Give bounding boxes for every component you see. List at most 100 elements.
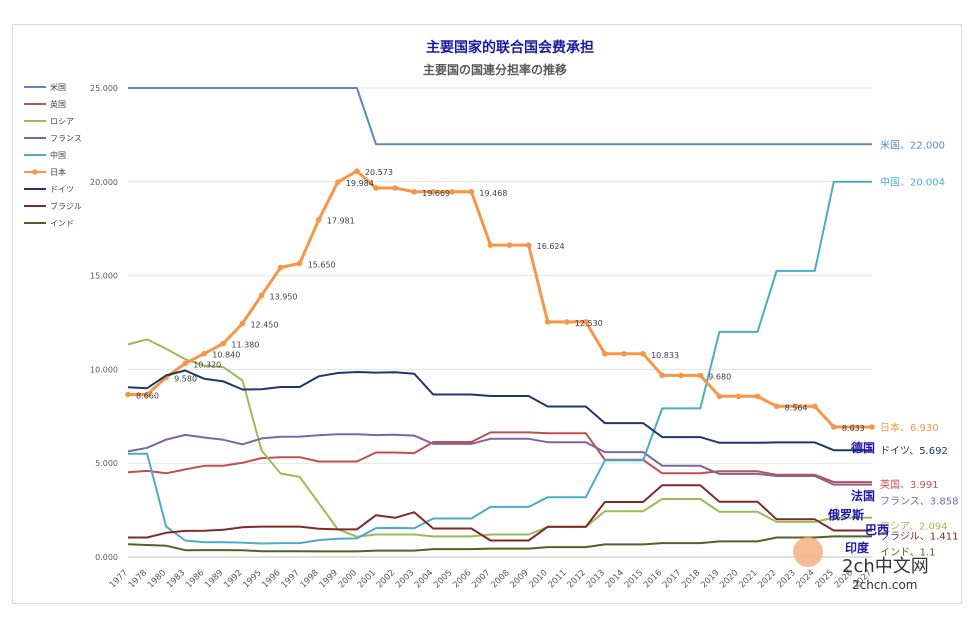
data-point bbox=[373, 185, 379, 191]
data-label: 10.840 bbox=[212, 351, 240, 360]
data-point bbox=[239, 320, 246, 327]
data-label: 12.450 bbox=[250, 320, 278, 329]
chart-subtitle: 主要国の国連分担率の推移 bbox=[423, 62, 567, 77]
end-label: 英国、3.991 bbox=[880, 478, 939, 491]
y-tick-label: 25.000 bbox=[90, 84, 118, 93]
x-tick-label: 2015 bbox=[623, 568, 645, 590]
x-tick-label: 2024 bbox=[795, 568, 817, 590]
end-labels: 米国、22.000 中国、20.004 日本、6.930 ドイツ、5.692 英国、3.… bbox=[880, 138, 958, 558]
data-point bbox=[125, 391, 131, 398]
legend-label: 日本 bbox=[50, 167, 66, 177]
y-tick-label: 5.000 bbox=[95, 459, 118, 468]
x-tick-label: 2001 bbox=[356, 568, 378, 590]
x-tick-label: 1998 bbox=[299, 568, 321, 590]
data-point bbox=[602, 350, 608, 357]
data-label: 12.530 bbox=[575, 319, 603, 328]
data-point bbox=[678, 372, 685, 379]
watermark-text: 2ch中文网 bbox=[842, 556, 929, 577]
data-point bbox=[869, 424, 875, 430]
x-tick-label: 2006 bbox=[451, 568, 473, 590]
data-label: 8.660 bbox=[136, 392, 159, 401]
legend-label: ロシア bbox=[50, 117, 74, 126]
end-label: 米国、22.000 bbox=[880, 138, 945, 151]
x-tick-label: 2005 bbox=[432, 568, 454, 590]
x-tick-label: 2009 bbox=[508, 568, 530, 590]
x-tick-label: 2012 bbox=[566, 568, 588, 590]
end-label: ブラジル、1.411 bbox=[880, 530, 958, 543]
x-tick-label: 2010 bbox=[527, 568, 549, 590]
data-point bbox=[640, 350, 646, 357]
x-tick-label: 1980 bbox=[146, 568, 168, 590]
data-point bbox=[335, 179, 341, 185]
series-line bbox=[128, 169, 872, 429]
data-point bbox=[354, 168, 360, 174]
x-tick-label: 2014 bbox=[604, 568, 626, 590]
watermark-logo-icon bbox=[793, 537, 823, 567]
series-line bbox=[128, 87, 872, 146]
data-label: 16.624 bbox=[537, 242, 565, 251]
y-tick-label: 15.000 bbox=[90, 272, 118, 281]
data-point bbox=[850, 424, 856, 430]
data-point bbox=[144, 391, 150, 398]
data-point bbox=[182, 360, 189, 367]
end-label: ロシア、2.094 bbox=[880, 522, 948, 533]
series-line bbox=[127, 433, 872, 486]
data-point bbox=[621, 350, 627, 357]
x-tick-label: 2013 bbox=[585, 568, 607, 590]
y-axis: 0.000 5.000 10.000 15.000 20.000 25.000 bbox=[90, 84, 118, 562]
series-line bbox=[127, 369, 872, 452]
series-line bbox=[127, 338, 872, 538]
y-tick-label: 0.000 bbox=[95, 553, 118, 562]
data-label: 11.380 bbox=[231, 341, 259, 350]
x-tick-label: 1989 bbox=[203, 568, 225, 590]
data-label: 19.984 bbox=[346, 179, 374, 188]
data-point bbox=[563, 319, 570, 325]
data-point bbox=[220, 340, 227, 347]
data-point bbox=[659, 372, 665, 379]
data-point bbox=[773, 403, 780, 410]
data-label: 10.833 bbox=[651, 351, 679, 360]
data-label: 13.950 bbox=[270, 292, 298, 301]
data-point bbox=[754, 393, 761, 400]
data-label: 9.680 bbox=[708, 372, 731, 381]
data-label: 10.320 bbox=[193, 360, 221, 369]
x-tick-label: 2007 bbox=[470, 568, 492, 590]
annotation-label: 德国 bbox=[851, 440, 875, 455]
data-point bbox=[716, 393, 723, 400]
x-tick-label: 2021 bbox=[737, 568, 759, 590]
data-point bbox=[201, 350, 208, 357]
data-point bbox=[449, 188, 456, 195]
annotation-label: 印度 bbox=[845, 540, 870, 555]
data-point bbox=[792, 403, 799, 410]
x-tick-label: 2020 bbox=[718, 568, 740, 590]
watermark-url: 2chcn.com bbox=[852, 578, 917, 592]
data-point bbox=[277, 264, 284, 271]
data-point bbox=[315, 216, 322, 223]
data-label: 15.650 bbox=[308, 260, 336, 269]
series-line bbox=[127, 535, 872, 553]
series-lines bbox=[125, 87, 875, 553]
x-tick-label: 2019 bbox=[699, 568, 721, 590]
data-point bbox=[735, 393, 742, 400]
x-tick-label: 2018 bbox=[680, 568, 702, 590]
data-point bbox=[411, 188, 417, 195]
x-tick-label: 2011 bbox=[547, 568, 569, 590]
data-point bbox=[430, 188, 437, 195]
y-tick-label: 10.000 bbox=[90, 365, 118, 374]
end-label: フランス、3.858 bbox=[880, 496, 958, 508]
data-point bbox=[506, 242, 513, 248]
x-tick-label: 1997 bbox=[279, 568, 301, 590]
data-point bbox=[468, 188, 475, 195]
legend-marker bbox=[32, 169, 38, 175]
data-point bbox=[831, 424, 837, 430]
data-point bbox=[392, 185, 398, 191]
legend-label: 米国 bbox=[50, 82, 66, 92]
legend-label: フランス bbox=[50, 134, 82, 143]
x-tick-label: 1978 bbox=[127, 568, 149, 590]
x-tick-label: 2016 bbox=[642, 568, 664, 590]
x-tick-label: 1999 bbox=[318, 568, 340, 590]
